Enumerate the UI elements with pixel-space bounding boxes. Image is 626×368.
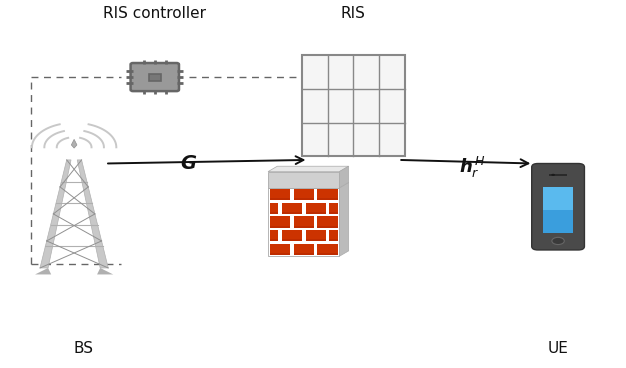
- Text: RIS controller: RIS controller: [103, 6, 207, 21]
- Polygon shape: [77, 160, 108, 268]
- Bar: [282, 203, 302, 214]
- Bar: [282, 212, 302, 214]
- FancyBboxPatch shape: [531, 163, 585, 250]
- Bar: [149, 74, 161, 81]
- Bar: [270, 244, 290, 255]
- Bar: [294, 226, 314, 228]
- Bar: [305, 212, 326, 214]
- Bar: [268, 171, 339, 188]
- Text: RIS: RIS: [341, 6, 366, 21]
- Bar: [329, 230, 337, 241]
- Bar: [329, 212, 337, 214]
- Text: $\boldsymbol{G}$: $\boldsymbol{G}$: [180, 154, 197, 173]
- Circle shape: [552, 174, 555, 176]
- Bar: [317, 253, 337, 255]
- Polygon shape: [339, 166, 349, 188]
- Bar: [270, 198, 290, 201]
- Polygon shape: [97, 268, 113, 275]
- Bar: [329, 240, 337, 241]
- Bar: [305, 240, 326, 241]
- Text: $\boldsymbol{h}_r^{\,H}$: $\boldsymbol{h}_r^{\,H}$: [459, 155, 485, 180]
- Polygon shape: [71, 139, 77, 148]
- Bar: [270, 216, 290, 228]
- Bar: [317, 216, 337, 228]
- Bar: [282, 240, 302, 241]
- Polygon shape: [35, 268, 51, 275]
- Text: UE: UE: [548, 341, 568, 356]
- Bar: [543, 187, 573, 210]
- Polygon shape: [40, 160, 71, 268]
- Bar: [317, 189, 337, 201]
- Polygon shape: [268, 166, 349, 171]
- Circle shape: [552, 237, 564, 245]
- Bar: [270, 230, 278, 241]
- Bar: [270, 203, 278, 214]
- Bar: [270, 212, 278, 214]
- Bar: [549, 174, 567, 176]
- Bar: [317, 226, 337, 228]
- Bar: [294, 244, 314, 255]
- Polygon shape: [339, 183, 349, 256]
- Bar: [294, 216, 314, 228]
- Bar: [268, 188, 339, 256]
- Bar: [270, 189, 290, 201]
- Bar: [317, 198, 337, 201]
- Bar: [294, 198, 314, 201]
- Bar: [294, 253, 314, 255]
- Text: BS: BS: [73, 341, 93, 356]
- FancyBboxPatch shape: [131, 63, 179, 91]
- Bar: [302, 56, 404, 156]
- Bar: [270, 226, 290, 228]
- Bar: [305, 203, 326, 214]
- Bar: [317, 244, 337, 255]
- Bar: [294, 189, 314, 201]
- Bar: [270, 253, 290, 255]
- Bar: [282, 230, 302, 241]
- Bar: [305, 230, 326, 241]
- Bar: [543, 210, 573, 233]
- Bar: [270, 240, 278, 241]
- Bar: [329, 203, 337, 214]
